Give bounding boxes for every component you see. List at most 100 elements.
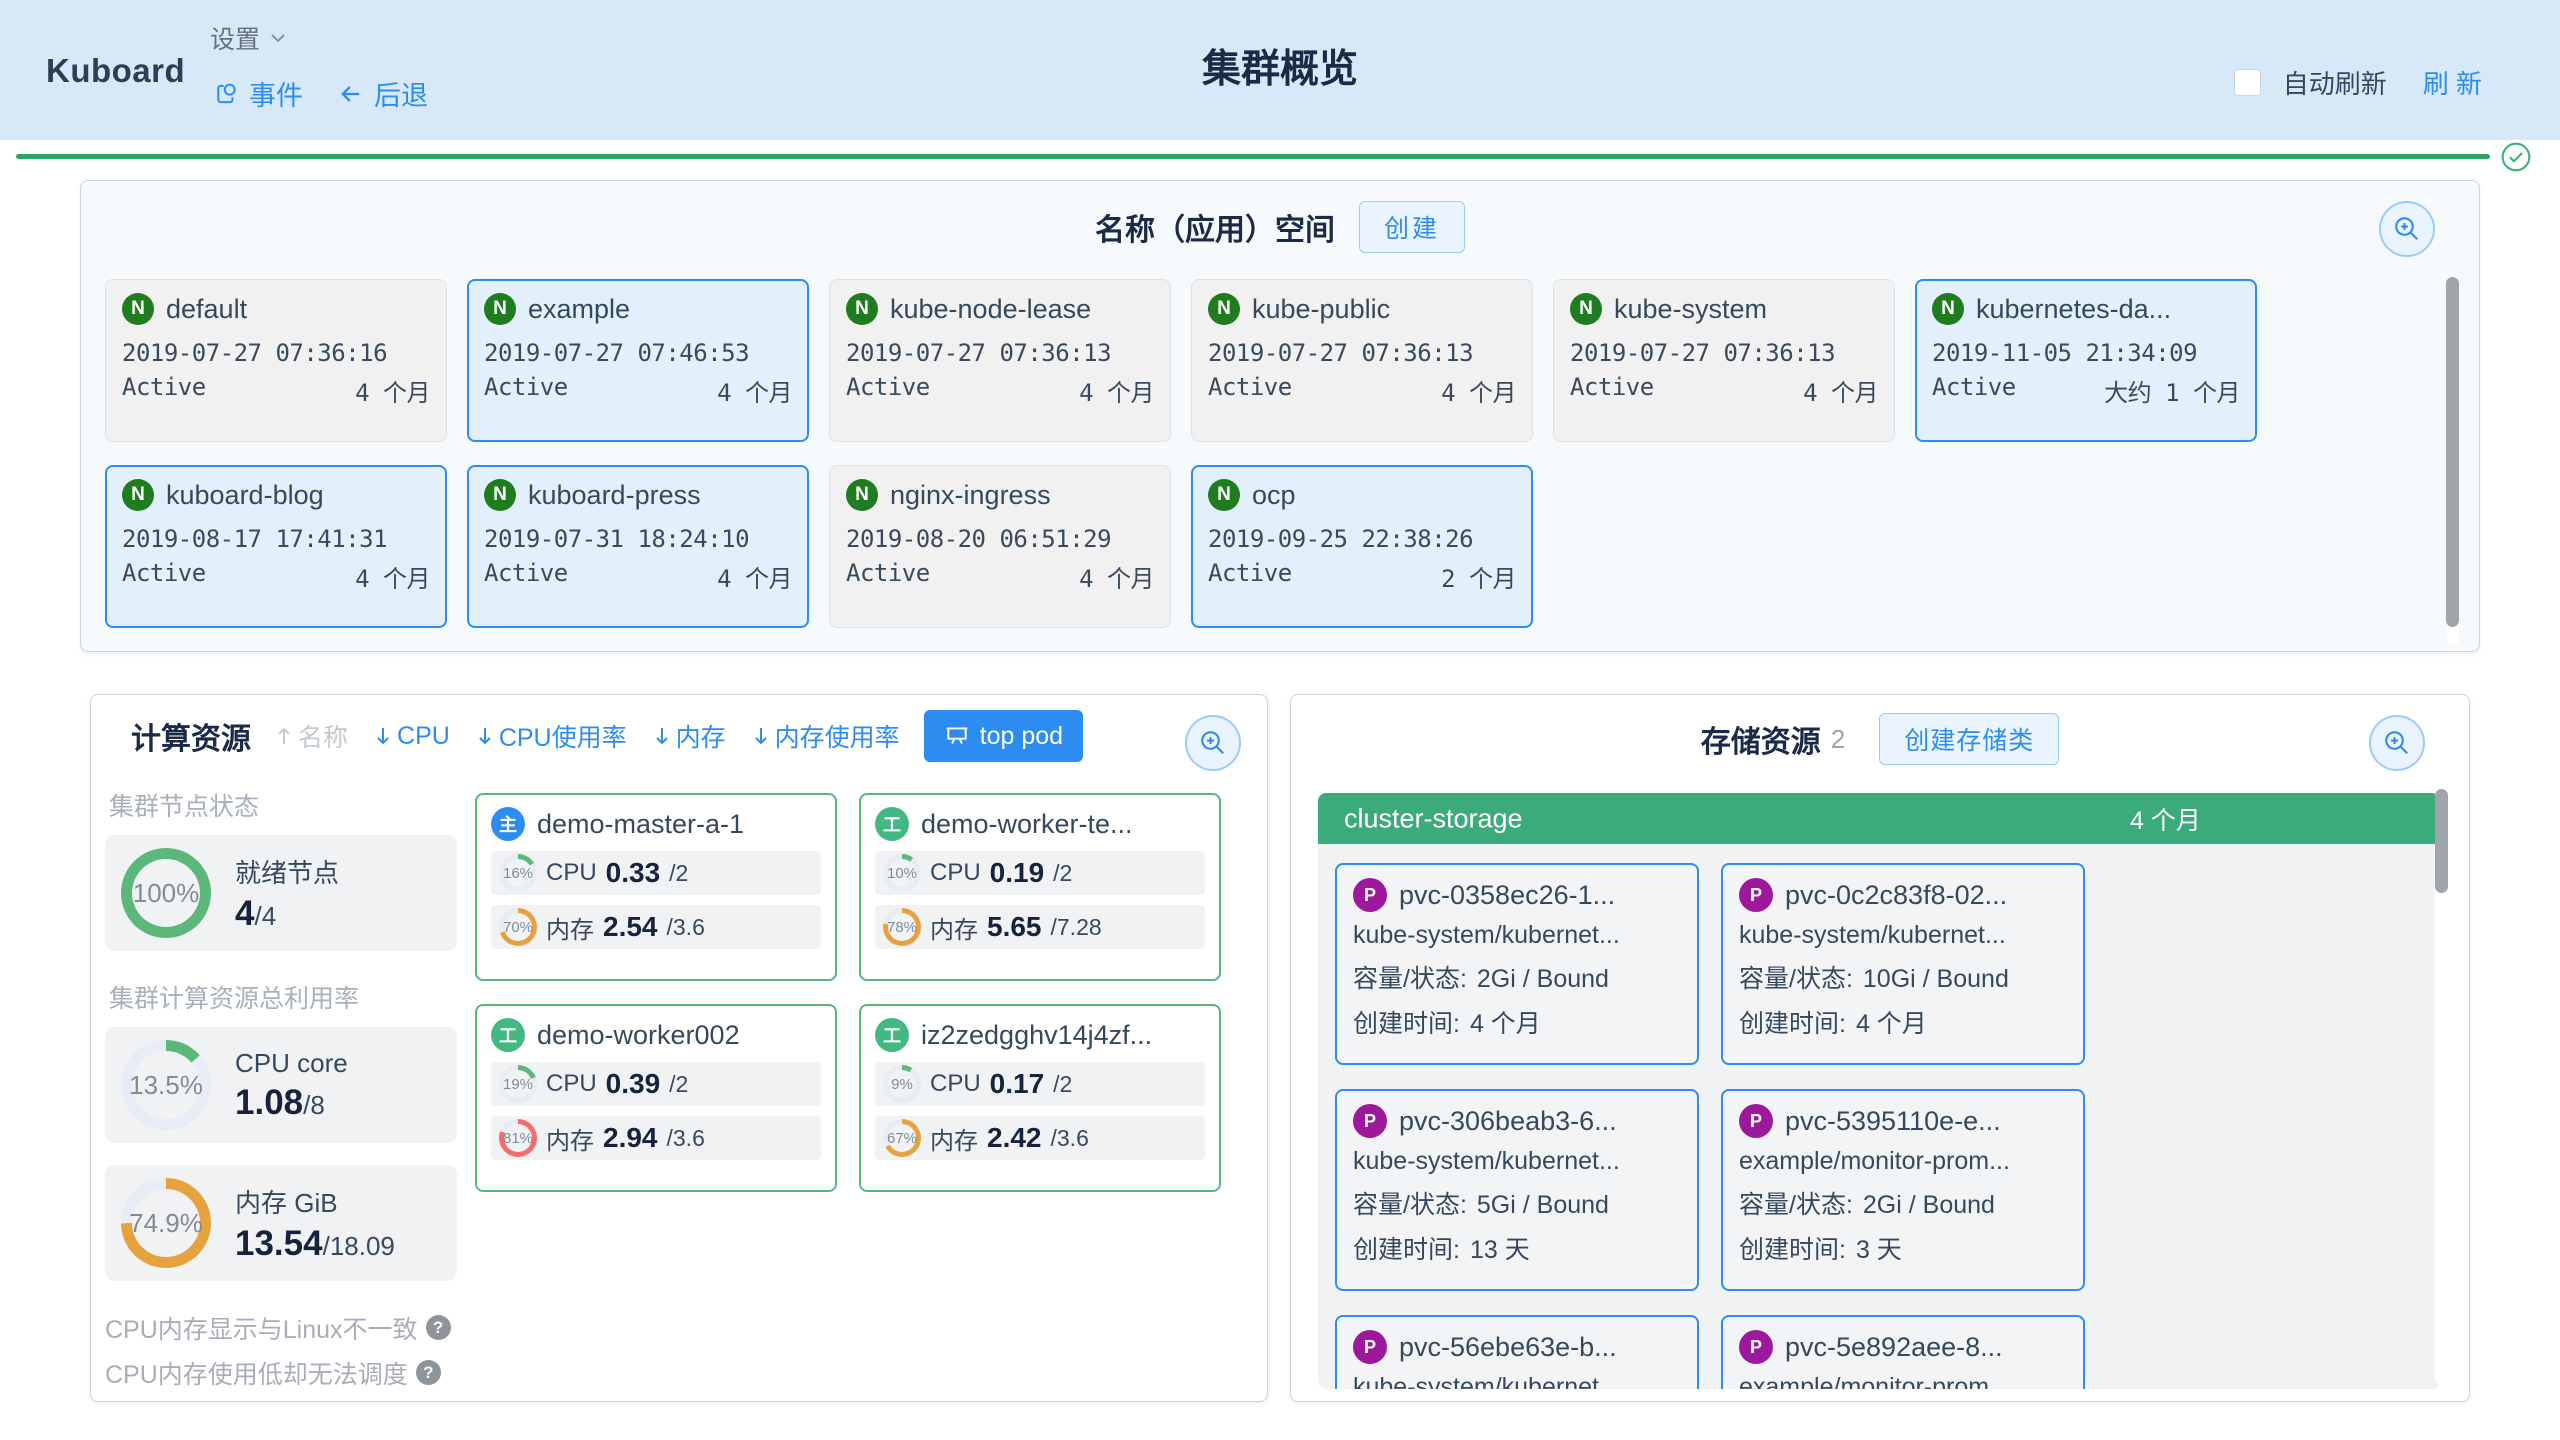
cpu-ring: 9% [883, 1065, 921, 1103]
pvc-icon: P [1739, 1104, 1773, 1138]
auto-refresh-checkbox[interactable] [2233, 69, 2261, 96]
pvc-name: pvc-56ebe63e-b... [1399, 1331, 1617, 1362]
namespace-card[interactable]: N kube-public 2019-07-27 07:36:13 Active… [1191, 279, 1533, 442]
sort-by-memory[interactable]: 内存 [653, 718, 726, 754]
node-card[interactable]: 主 demo-master-a-1 16% CPU 0.33 /2 70% 内存… [475, 793, 837, 981]
utilization-label: 集群计算资源总利用率 [109, 985, 360, 1013]
sort-by-cpu[interactable]: CPU [374, 722, 450, 751]
node-memory-stat: 67% 内存 2.42 /3.6 [875, 1116, 1205, 1160]
node-card[interactable]: 工 demo-worker002 19% CPU 0.39 /2 81% 内存 … [475, 1004, 837, 1192]
namespace-icon: N [1570, 293, 1602, 325]
memory-utilization-card: 74.9% 内存 GiB 13.54/18.09 [105, 1165, 457, 1281]
node-card[interactable]: 工 demo-worker-te... 10% CPU 0.19 /2 78% … [859, 793, 1221, 981]
storage-class-bar[interactable]: cluster-storage 4 个月 [1318, 793, 2440, 844]
pvc-created-label: 创建时间: [1353, 1010, 1460, 1038]
screen-icon [944, 723, 970, 749]
pvc-capacity: 5Gi / Bound [1476, 1191, 1609, 1219]
events-link[interactable]: 事件 [214, 74, 303, 113]
pvc-ref: kube-system/kubernet... [1739, 921, 2006, 949]
header-nav: 事件 后退 [214, 74, 428, 113]
memory-value: 2.54 [603, 911, 658, 942]
sort-label: CPU [397, 721, 450, 750]
top-pod-label: top pod [979, 721, 1064, 750]
chevron-down-icon [268, 28, 288, 48]
help-icon[interactable]: ? [415, 1360, 441, 1385]
namespaces-scrollbar-thumb[interactable] [2446, 277, 2459, 627]
storage-zoom-in-button[interactable] [2369, 715, 2425, 771]
namespace-age: 4 个月 [1079, 565, 1154, 593]
namespaces-zoom-in-button[interactable] [2379, 201, 2435, 257]
memory-label: 内存 [546, 916, 594, 944]
cpu-utilization-ring: 13.5% [121, 1040, 211, 1130]
create-namespace-button[interactable]: 创建 [1358, 201, 1465, 253]
pvc-card[interactable]: P pvc-306beab3-6... kube-system/kubernet… [1335, 1089, 1699, 1291]
sort-by-name[interactable]: 名称 [275, 718, 348, 754]
footnote-text: CPU内存使用低却无法调度 [105, 1360, 408, 1389]
memory-ring: 78% [883, 908, 921, 946]
pvc-created-label: 创建时间: [1739, 1010, 1846, 1038]
master-node-icon: 主 [491, 807, 525, 841]
refresh-button[interactable]: 刷 新 [2422, 69, 2482, 99]
sort-desc-icon [374, 725, 392, 747]
memory-total: /3.6 [666, 913, 705, 940]
pvc-card[interactable]: P pvc-0c2c83f8-02... kube-system/kuberne… [1721, 863, 2085, 1065]
cpu-core-label: CPU core [235, 1047, 348, 1078]
memory-value: 5.65 [987, 911, 1042, 942]
settings-menu[interactable]: 设置 [210, 20, 288, 56]
pvc-card[interactable]: P pvc-5e892aee-8... example/monitor-prom… [1721, 1315, 2085, 1389]
namespace-name: example [528, 293, 631, 324]
namespace-card[interactable]: N kuboard-press 2019-07-31 18:24:10 Acti… [467, 465, 809, 628]
back-link[interactable]: 后退 [337, 74, 428, 113]
namespace-card[interactable]: N default 2019-07-27 07:36:16 Active 4 个… [105, 279, 447, 442]
cpu-value: 0.33 [605, 857, 661, 888]
pvc-card[interactable]: P pvc-0358ec26-1... kube-system/kubernet… [1335, 863, 1699, 1065]
top-pod-button[interactable]: top pod [923, 710, 1084, 762]
pvc-ref: example/monitor-prom... [1739, 1147, 2010, 1175]
pvc-name: pvc-5e892aee-8... [1785, 1331, 2003, 1362]
node-card-grid: 主 demo-master-a-1 16% CPU 0.33 /2 70% 内存… [475, 793, 1221, 1192]
namespace-icon: N [122, 479, 154, 511]
storage-scrollbar[interactable] [2435, 789, 2448, 1385]
sort-by-cpu-usage[interactable]: CPU使用率 [476, 718, 627, 754]
sort-desc-icon [476, 725, 494, 747]
namespaces-scrollbar[interactable] [2446, 277, 2459, 645]
create-storage-class-button[interactable]: 创建存储类 [1879, 713, 2060, 765]
help-icon[interactable]: ? [425, 1315, 451, 1340]
cpu-value: 0.17 [989, 1068, 1045, 1099]
cpu-value: 0.19 [989, 857, 1045, 888]
namespace-age: 4 个月 [1079, 379, 1154, 407]
sort-asc-icon [275, 725, 293, 747]
namespace-status: Active [1570, 373, 1654, 401]
sort-by-memory-usage[interactable]: 内存使用率 [752, 718, 900, 754]
storage-scrollbar-thumb[interactable] [2435, 789, 2448, 893]
namespace-icon: N [846, 293, 878, 325]
node-cpu-stat: 9% CPU 0.17 /2 [875, 1062, 1205, 1106]
namespace-created: 2019-07-27 07:36:13 [846, 339, 1112, 367]
pvc-name: pvc-5395110e-e... [1785, 1105, 2001, 1136]
pvc-card-grid: P pvc-0358ec26-1... kube-system/kubernet… [1335, 863, 2085, 1389]
compute-zoom-in-button[interactable] [1185, 715, 1241, 771]
node-card[interactable]: 工 iz2zedgghv14j4zf... 9% CPU 0.17 /2 67%… [859, 1004, 1221, 1192]
pvc-card[interactable]: P pvc-56ebe63e-b... kube-system/kubernet… [1335, 1315, 1699, 1389]
namespace-card[interactable]: N kube-node-lease 2019-07-27 07:36:13 Ac… [829, 279, 1171, 442]
namespace-card[interactable]: N nginx-ingress 2019-08-20 06:51:29 Acti… [829, 465, 1171, 628]
namespace-card[interactable]: N kube-system 2019-07-27 07:36:13 Active… [1553, 279, 1895, 442]
pvc-card[interactable]: P pvc-5395110e-e... example/monitor-prom… [1721, 1089, 2085, 1291]
sort-controls: 名称 CPU CPU使用率 内存 内存使用率 [275, 718, 900, 754]
node-cpu-stat: 16% CPU 0.33 /2 [491, 851, 821, 895]
events-icon [214, 81, 240, 107]
namespace-card[interactable]: N kubernetes-da... 2019-11-05 21:34:09 A… [1915, 279, 2257, 442]
worker-node-icon: 工 [875, 1018, 909, 1052]
sort-label: CPU使用率 [498, 724, 627, 752]
pvc-icon: P [1739, 878, 1773, 912]
namespace-age: 大约 1 个月 [2104, 379, 2240, 407]
namespace-card[interactable]: N example 2019-07-27 07:46:53 Active 4 个… [467, 279, 809, 442]
namespace-status: Active [1932, 373, 2016, 401]
ring-percent: 9% [891, 1075, 913, 1093]
namespace-created: 2019-08-20 06:51:29 [846, 525, 1112, 553]
namespace-card[interactable]: N ocp 2019-09-25 22:38:26 Active 2 个月 [1191, 465, 1533, 628]
namespace-status: Active [484, 559, 568, 587]
pvc-created: 3 天 [1855, 1236, 1902, 1264]
namespace-card[interactable]: N kuboard-blog 2019-08-17 17:41:31 Activ… [105, 465, 447, 628]
cpu-used-value: 1.08 [235, 1082, 304, 1122]
